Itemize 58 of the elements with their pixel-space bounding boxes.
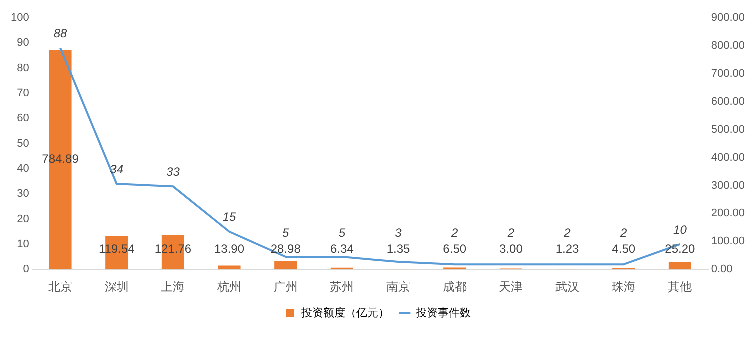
data-label: 5 bbox=[338, 226, 346, 240]
x-tick-label: 杭州 bbox=[216, 280, 242, 294]
data-label: 2 bbox=[450, 226, 459, 240]
y-tick-label: 100 bbox=[10, 12, 30, 24]
y-tick-label: 70 bbox=[17, 88, 30, 100]
y-tick-label: 30 bbox=[17, 188, 30, 200]
bar bbox=[218, 266, 241, 270]
data-label: 6.34 bbox=[330, 242, 354, 256]
data-label: 3 bbox=[395, 226, 402, 240]
y2-tick-label: 200.00 bbox=[711, 208, 746, 220]
x-tick-label: 天津 bbox=[499, 280, 524, 294]
data-label: 4.50 bbox=[612, 242, 636, 256]
data-label: 2 bbox=[563, 226, 572, 240]
data-label: 6.50 bbox=[443, 242, 467, 256]
y-tick-label: 0 bbox=[23, 264, 30, 276]
x-tick-label: 其他 bbox=[668, 280, 692, 294]
x-tick-label: 武汉 bbox=[556, 280, 580, 294]
y-tick-label: 20 bbox=[17, 213, 30, 226]
x-tick-label: 南京 bbox=[386, 280, 411, 294]
y-tick-label: 10 bbox=[17, 238, 30, 250]
y2-tick-label: 800.00 bbox=[711, 40, 746, 52]
y-tick-label: 90 bbox=[17, 37, 30, 50]
x-tick-label: 成都 bbox=[442, 280, 467, 294]
x-tick-label: 上海 bbox=[161, 280, 186, 294]
y2-tick-label: 400.00 bbox=[711, 152, 746, 164]
data-label: 2 bbox=[620, 226, 628, 240]
data-label: 15 bbox=[222, 210, 237, 224]
y2-tick-label: 100.00 bbox=[711, 236, 746, 248]
data-label: 28.98 bbox=[270, 242, 302, 256]
bar bbox=[668, 262, 692, 270]
y-tick-label: 50 bbox=[17, 138, 30, 150]
bar bbox=[274, 262, 298, 270]
x-tick-label: 广州 bbox=[274, 280, 298, 294]
y2-tick-label: 500.00 bbox=[711, 124, 746, 136]
x-tick-label: 苏州 bbox=[330, 280, 354, 294]
y2-tick-label: 0.00 bbox=[711, 264, 733, 276]
y-tick-label: 60 bbox=[17, 112, 30, 125]
y-tick-label: 80 bbox=[17, 62, 30, 74]
x-tick-label: 珠海 bbox=[612, 280, 636, 294]
data-label: 2 bbox=[506, 226, 515, 240]
data-label: 88 bbox=[54, 26, 68, 41]
y2-tick-label: 600.00 bbox=[711, 96, 746, 108]
data-label: 1.23 bbox=[556, 242, 580, 256]
y2-tick-label: 700.00 bbox=[711, 68, 746, 80]
y2-tick-label: 300.00 bbox=[711, 180, 746, 192]
data-label: 5 bbox=[282, 226, 290, 240]
data-label: 10 bbox=[674, 222, 688, 237]
x-tick-label: 北京 bbox=[48, 280, 73, 294]
legend-label: 投资事件数 bbox=[415, 306, 471, 320]
y-tick-label: 40 bbox=[17, 162, 30, 175]
data-label: 13.90 bbox=[214, 242, 245, 256]
data-label: 1.35 bbox=[386, 242, 411, 256]
legend-label: 投资额度（亿元） bbox=[300, 306, 390, 320]
data-label: 25.20 bbox=[665, 242, 696, 256]
data-label: 33 bbox=[166, 164, 180, 179]
y2-tick-label: 900.00 bbox=[711, 12, 746, 24]
x-tick-label: 深圳 bbox=[104, 280, 129, 294]
data-label: 3.00 bbox=[500, 242, 524, 256]
